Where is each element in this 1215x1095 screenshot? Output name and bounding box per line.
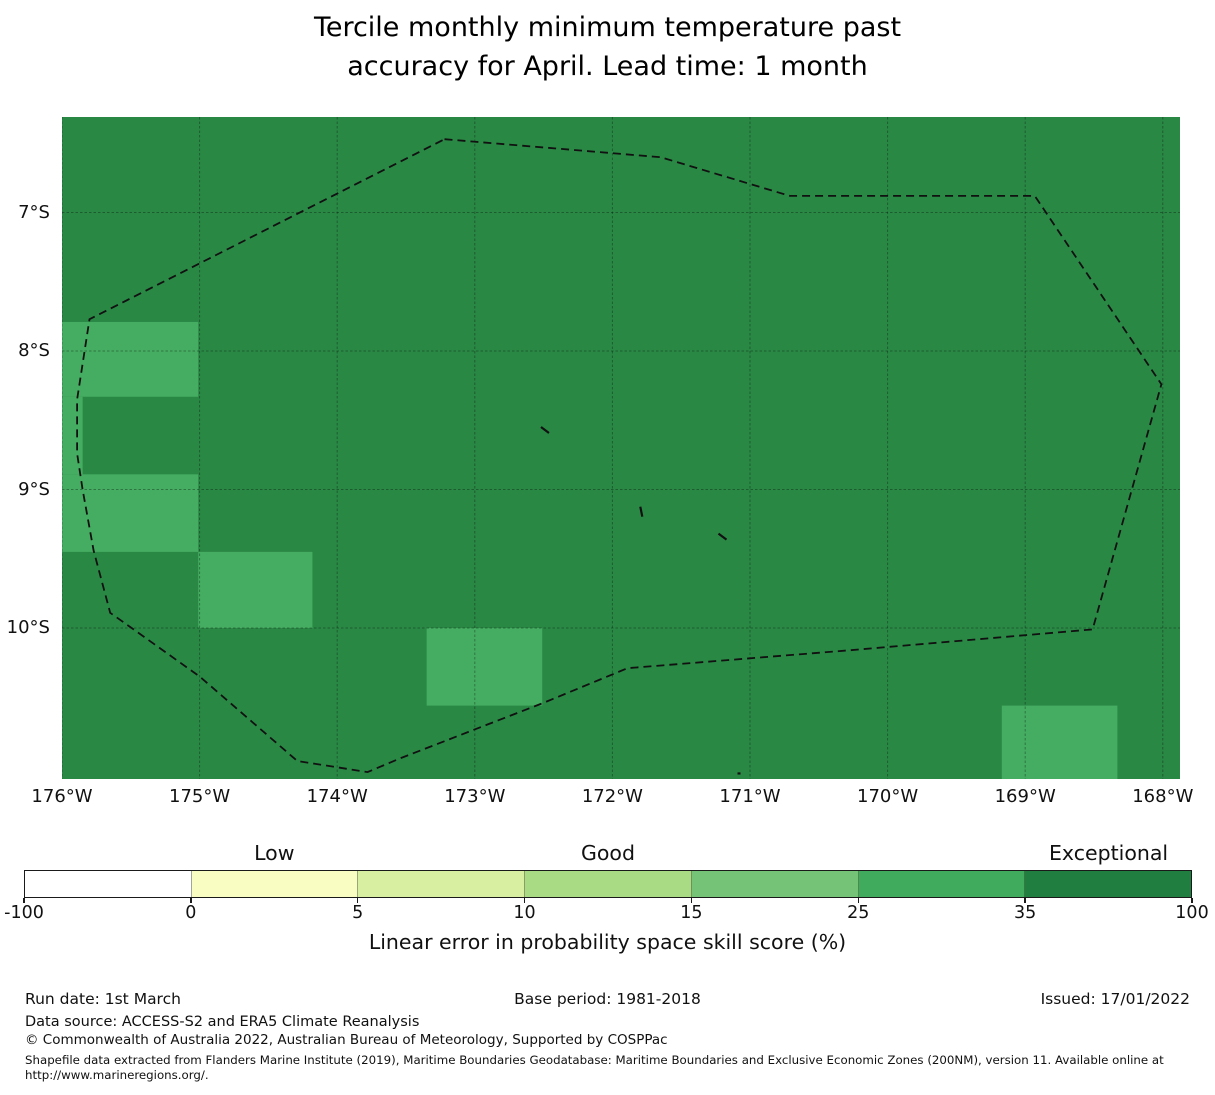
- colorbar-tickmark: [523, 898, 526, 903]
- colorbar-tick-label: 100: [1175, 903, 1209, 923]
- colorbar-tickmark: [1191, 898, 1193, 903]
- lon-tick-label: 168°W: [1132, 786, 1194, 807]
- colorbar-tick-label: 35: [1014, 903, 1037, 923]
- issued-date-text: Issued: 17/01/2022: [1040, 990, 1190, 1008]
- skill-cell: [62, 321, 199, 397]
- colorbar-segment: [525, 871, 692, 897]
- lat-tick-label: 7°S: [18, 201, 50, 223]
- colorbar-tickmark: [23, 898, 25, 903]
- colorbar-axis-label: Linear error in probability space skill …: [368, 930, 847, 954]
- colorbar-segment: [691, 871, 859, 897]
- eez-boundary-line: [76, 138, 1163, 774]
- run-date-text: Run date: 1st March: [25, 990, 181, 1008]
- lon-tick-label: 174°W: [306, 786, 368, 807]
- colorbar-segment: [358, 871, 526, 897]
- island-mark: [717, 532, 728, 541]
- lon-tick-label: 175°W: [169, 786, 231, 807]
- island-mark: [639, 506, 644, 517]
- chart-title: Tercile monthly minimum temperature past…: [313, 12, 902, 82]
- island-mark: [540, 426, 550, 434]
- lon-tick-label: 173°W: [444, 786, 506, 807]
- copyright-text: © Commonwealth of Australia 2022, Austra…: [25, 1032, 668, 1048]
- colorbar-tick-label: 5: [352, 903, 364, 923]
- colorbar-tick-label: 25: [847, 903, 870, 923]
- data-source-text: Data source: ACCESS-S2 and ERA5 Climate …: [25, 1014, 420, 1030]
- skill-base-field: [62, 117, 1180, 779]
- lat-tick-label: 9°S: [18, 478, 50, 500]
- map-area: [62, 117, 1180, 779]
- lon-tick-label: 176°W: [31, 786, 93, 807]
- lon-tick-label: 172°W: [581, 786, 643, 807]
- colorbar-tickmark: [690, 898, 693, 903]
- colorbar-category-label: Good: [581, 841, 635, 865]
- colorbar-tickmark: [857, 898, 860, 903]
- colorbar-category-label: Exceptional: [1048, 841, 1169, 865]
- lat-tick-label: 8°S: [18, 340, 50, 362]
- map-canvas: [62, 117, 1180, 779]
- colorbar-segment: [191, 871, 359, 897]
- colorbar-category-label: Low: [254, 841, 295, 865]
- skill-cell: [426, 628, 543, 706]
- colorbar-tickmark: [190, 898, 192, 903]
- lon-tick-label: 170°W: [857, 786, 919, 807]
- lon-tick-label: 171°W: [719, 786, 781, 807]
- skill-cell: [62, 474, 199, 552]
- colorbar-tick-label: 10: [513, 903, 536, 923]
- skill-cell: [1001, 705, 1118, 779]
- shapefile-note-text: Shapefile data extracted from Flanders M…: [25, 1053, 1164, 1082]
- colorbar-segment: [858, 871, 1026, 897]
- colorbar-segment: [1025, 871, 1192, 897]
- colorbar-tick-label: -100: [4, 903, 44, 923]
- lat-tick-label: 10°S: [6, 617, 50, 639]
- colorbar-tickmark: [356, 898, 359, 903]
- colorbar-segment: [25, 871, 192, 897]
- base-period-text: Base period: 1981-2018: [514, 990, 701, 1008]
- lon-tick-label: 169°W: [994, 786, 1056, 807]
- colorbar-tick-label: 15: [680, 903, 703, 923]
- colorbar: [24, 870, 1192, 898]
- skill-cell: [62, 396, 83, 475]
- colorbar-tick-label: 0: [185, 903, 197, 923]
- colorbar-tickmark: [1024, 898, 1026, 903]
- skill-cell: [198, 551, 313, 629]
